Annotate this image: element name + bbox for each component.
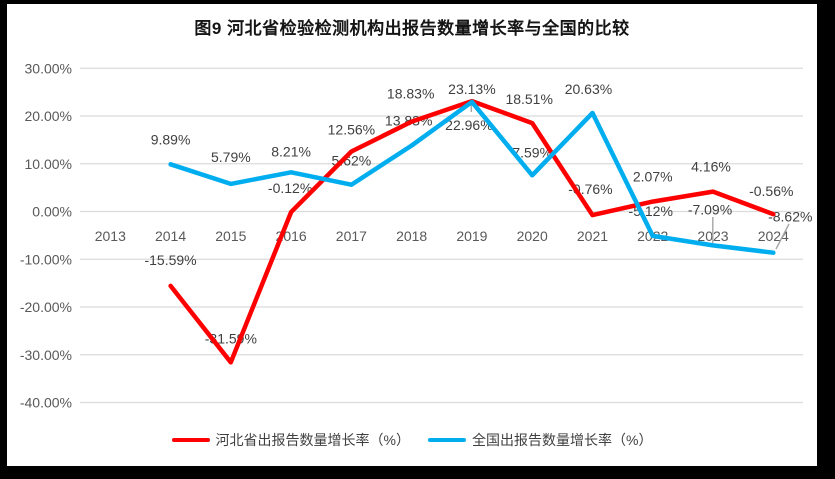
x-axis-tick-label: 2013 <box>95 228 126 244</box>
data-label: 20.63% <box>565 81 612 97</box>
x-axis-tick-label: 2018 <box>396 228 427 244</box>
legend-label-national: 全国出报告数量增长率（%） <box>472 432 653 448</box>
chart-legend: 河北省出报告数量增长率（%） 全国出报告数量增长率（%） <box>7 430 817 450</box>
data-label: 18.51% <box>505 91 552 107</box>
data-label: 8.21% <box>271 143 311 159</box>
y-axis-tick-label: -10.00% <box>20 251 72 267</box>
data-label: -8.62% <box>768 209 812 225</box>
legend-item-national: 全国出报告数量增长率（%） <box>428 430 652 450</box>
legend-swatch-national <box>428 437 466 443</box>
y-axis-tick-label: 20.00% <box>25 108 72 124</box>
series-line-1 <box>168 99 776 255</box>
x-axis-tick-label: 2021 <box>577 228 608 244</box>
y-axis-tick-label: 0.00% <box>32 204 72 220</box>
data-label: 22.96% <box>445 117 492 133</box>
data-label: 4.16% <box>691 159 731 175</box>
y-axis-tick-label: -30.00% <box>20 347 72 363</box>
data-label: 18.83% <box>387 86 434 102</box>
data-label: -15.59% <box>144 252 196 268</box>
data-label: 9.89% <box>151 131 191 147</box>
data-label: 5.79% <box>211 149 251 165</box>
data-label: -0.12% <box>268 180 312 196</box>
chart-canvas <box>7 4 817 466</box>
y-axis-tick-label: 10.00% <box>25 156 72 172</box>
label-leader-line <box>775 223 790 250</box>
data-label: -0.56% <box>749 183 793 199</box>
data-label: -7.09% <box>688 201 732 217</box>
x-axis-tick-label: 2014 <box>155 228 186 244</box>
data-label: 12.56% <box>328 122 375 138</box>
x-axis-tick-label: 2019 <box>456 228 487 244</box>
y-axis-tick-label: 30.00% <box>25 60 72 76</box>
legend-label-hebei: 河北省出报告数量增长率（%） <box>215 432 410 448</box>
x-axis-tick-label: 2015 <box>215 228 246 244</box>
y-axis-tick-label: -40.00% <box>20 395 72 411</box>
x-axis-tick-label: 2017 <box>336 228 367 244</box>
legend-item-hebei: 河北省出报告数量增长率（%） <box>171 430 410 450</box>
y-axis-tick-label: -20.00% <box>20 299 72 315</box>
x-axis-tick-label: 2024 <box>758 228 789 244</box>
data-label: 23.13% <box>448 81 495 97</box>
data-label: 7.59% <box>512 144 552 160</box>
data-label: 2.07% <box>633 169 673 185</box>
chart-title: 图9 河北省检验检测机构出报告数量增长率与全国的比较 <box>194 19 630 38</box>
legend-swatch-hebei <box>171 437 210 443</box>
x-axis-tick-label: 2020 <box>517 228 548 244</box>
